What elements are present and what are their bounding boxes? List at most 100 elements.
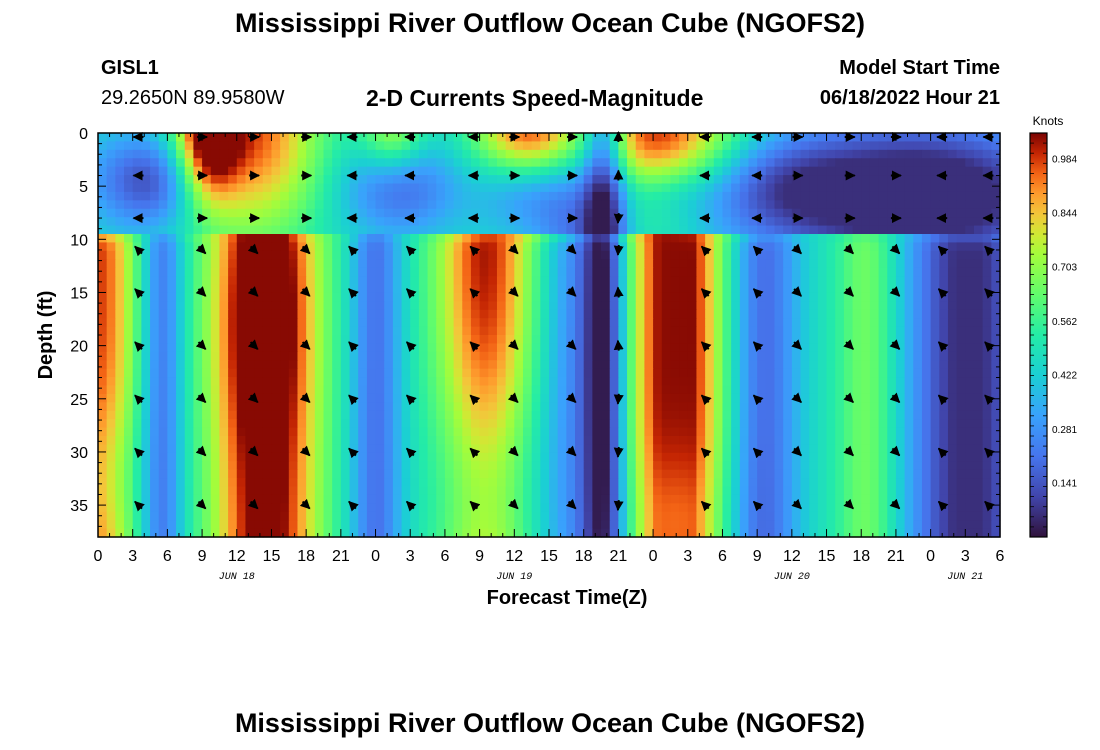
heatmap-cell: [436, 377, 446, 387]
heatmap-cell: [384, 520, 394, 530]
heatmap-cell: [895, 149, 906, 159]
heatmap-cell: [462, 528, 472, 538]
heatmap-cell: [245, 191, 255, 201]
heatmap-cell: [514, 511, 524, 521]
heatmap-cell: [245, 385, 255, 395]
heatmap-cell: [904, 343, 914, 353]
heatmap-cell: [410, 402, 420, 412]
heatmap-cell: [245, 259, 255, 269]
heatmap-cell: [575, 276, 585, 286]
heatmap-cell: [557, 141, 567, 151]
heatmap-cell: [176, 351, 186, 361]
heatmap-cell: [635, 259, 645, 269]
heatmap-cell: [98, 309, 108, 319]
heatmap-cell: [739, 461, 750, 471]
heatmap-cell: [965, 469, 975, 479]
heatmap-cell: [791, 208, 802, 218]
heatmap-cell: [401, 427, 411, 437]
heatmap-cell: [219, 326, 229, 336]
heatmap-cell: [583, 444, 593, 454]
heatmap-cell: [522, 461, 533, 471]
heatmap-cell: [245, 494, 255, 504]
heatmap-cell: [167, 292, 177, 302]
heatmap-cell: [141, 208, 151, 218]
heatmap-cell: [644, 225, 654, 235]
heatmap-cell: [973, 410, 984, 420]
heatmap-cell: [765, 267, 776, 277]
heatmap-cell: [921, 528, 932, 538]
heatmap-cell: [887, 402, 897, 412]
heatmap-cell: [262, 402, 273, 412]
heatmap-cell: [332, 234, 342, 244]
heatmap-cell: [288, 234, 299, 244]
heatmap-cell: [817, 183, 828, 193]
heatmap-cell: [670, 528, 680, 538]
heatmap-cell: [739, 217, 750, 227]
heatmap-cell: [722, 377, 732, 387]
heatmap-cell: [800, 200, 810, 210]
heatmap-cell: [739, 360, 750, 370]
heatmap-cell: [731, 461, 741, 471]
heatmap-cell: [557, 318, 567, 328]
heatmap-cell: [809, 234, 819, 244]
heatmap-cell: [262, 469, 273, 479]
heatmap-cell: [852, 385, 862, 395]
heatmap-cell: [418, 217, 429, 227]
heatmap-cell: [366, 166, 377, 176]
heatmap-cell: [401, 402, 411, 412]
heatmap-cell: [210, 200, 221, 210]
heatmap-cell: [115, 385, 125, 395]
heatmap-cell: [783, 284, 793, 294]
heatmap-cell: [505, 469, 515, 479]
heatmap-cell: [757, 301, 767, 311]
heatmap-cell: [531, 478, 541, 488]
heatmap-cell: [895, 318, 906, 328]
heatmap-cell: [852, 175, 862, 185]
heatmap-cell: [436, 511, 446, 521]
heatmap-cell: [505, 267, 515, 277]
heatmap-cell: [323, 469, 333, 479]
heatmap-cell: [826, 486, 836, 496]
heatmap-cell: [193, 225, 203, 235]
heatmap-cell: [774, 393, 784, 403]
heatmap-cell: [739, 309, 750, 319]
heatmap-cell: [809, 318, 819, 328]
heatmap-cell: [375, 511, 385, 521]
heatmap-cell: [913, 259, 923, 269]
heatmap-cell: [141, 141, 151, 151]
heatmap-cell: [791, 528, 802, 538]
heatmap-cell: [557, 419, 567, 429]
heatmap-cell: [141, 183, 151, 193]
heatmap-cell: [314, 377, 325, 387]
heatmap-cell: [575, 494, 585, 504]
heatmap-cell: [696, 292, 706, 302]
heatmap-cell: [757, 393, 767, 403]
heatmap-cell: [219, 351, 229, 361]
heatmap-cell: [878, 503, 888, 513]
heatmap-cell: [522, 478, 533, 488]
heatmap-cell: [618, 158, 628, 168]
heatmap-cell: [644, 191, 654, 201]
heatmap-cell: [115, 528, 125, 538]
heatmap-cell: [687, 133, 698, 143]
heatmap-cell: [444, 141, 455, 151]
heatmap-cell: [167, 175, 177, 185]
heatmap-cell: [410, 377, 420, 387]
heatmap-cell: [887, 183, 897, 193]
heatmap-cell: [288, 250, 299, 260]
heatmap-cell: [549, 385, 559, 395]
heatmap-cell: [739, 166, 750, 176]
heatmap-cell: [184, 200, 194, 210]
heatmap-cell: [722, 419, 732, 429]
heatmap-cell: [219, 200, 229, 210]
heatmap-cell: [184, 520, 194, 530]
heatmap-cell: [869, 503, 880, 513]
heatmap-cell: [349, 351, 359, 361]
heatmap-cell: [809, 419, 819, 429]
heatmap-cell: [939, 444, 949, 454]
heatmap-cell: [158, 250, 168, 260]
heatmap-cell: [453, 520, 463, 530]
heatmap-cell: [288, 225, 299, 235]
heatmap-cell: [488, 436, 498, 446]
heatmap-cell: [262, 452, 273, 462]
